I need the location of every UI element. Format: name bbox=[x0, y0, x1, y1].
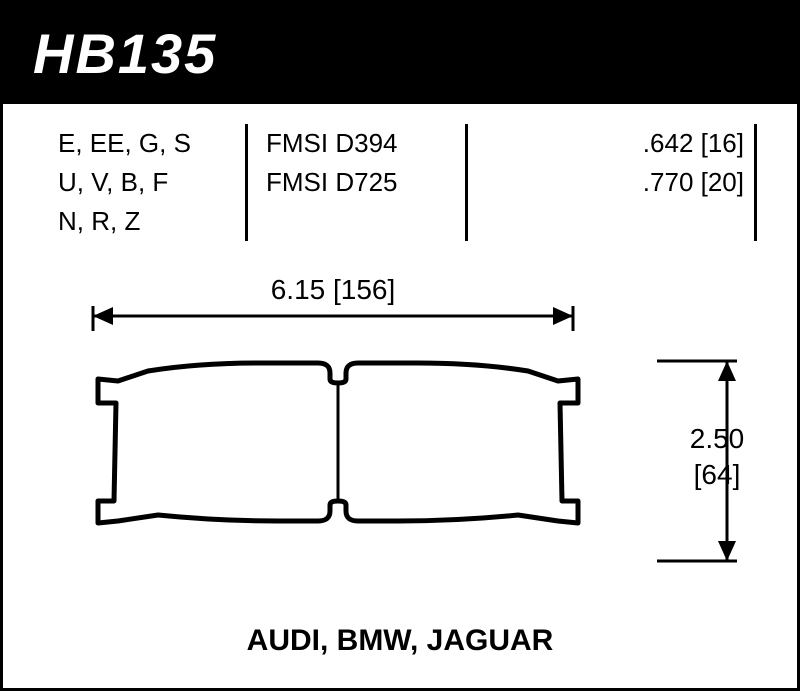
thickness-line: .642 [16] bbox=[468, 124, 744, 163]
width-dimension: 6.15 [156] bbox=[83, 271, 583, 331]
brake-pad-outline-icon bbox=[78, 351, 598, 541]
thickness-column: .642 [16] .770 [20] bbox=[468, 124, 757, 241]
fmsi-line: FMSI D725 bbox=[266, 163, 455, 202]
height-label-line: 2.50 bbox=[667, 421, 767, 457]
part-number-header: HB135 bbox=[3, 3, 797, 104]
compounds-line: U, V, B, F bbox=[58, 163, 235, 202]
height-label-line: [64] bbox=[667, 457, 767, 493]
compounds-line: E, EE, G, S bbox=[58, 124, 235, 163]
applications-label: AUDI, BMW, JAGUAR bbox=[3, 624, 797, 658]
width-arrow-icon: 6.15 [156] bbox=[83, 271, 583, 331]
compounds-line: N, R, Z bbox=[58, 202, 235, 241]
specs-table: E, EE, G, S U, V, B, F N, R, Z FMSI D394… bbox=[3, 104, 797, 251]
spec-sheet: HB135 E, EE, G, S U, V, B, F N, R, Z FMS… bbox=[0, 0, 800, 691]
fmsi-column: FMSI D394 FMSI D725 bbox=[248, 124, 468, 241]
compounds-column: E, EE, G, S U, V, B, F N, R, Z bbox=[58, 124, 248, 241]
thickness-line: .770 [20] bbox=[468, 163, 744, 202]
fmsi-line: FMSI D394 bbox=[266, 124, 455, 163]
diagram-area: 6.15 [156] 2.50 [64] bbox=[3, 261, 797, 621]
part-number: HB135 bbox=[33, 22, 217, 85]
width-label: 6.15 [156] bbox=[271, 274, 396, 305]
